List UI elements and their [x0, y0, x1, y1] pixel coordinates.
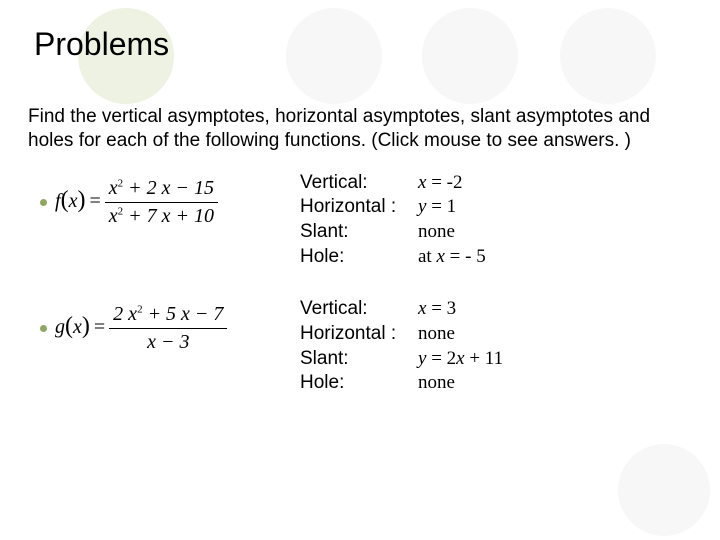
label-hole: Hole: — [300, 371, 418, 396]
label-vertical: Vertical: — [300, 297, 418, 322]
bullet-icon — [40, 199, 47, 206]
formula: f(x)=x2 + 2 x − 15x2 + 7 x + 10 — [40, 171, 300, 228]
decor-circle — [618, 444, 710, 536]
label-slant: Slant: — [300, 347, 418, 372]
value-horizontal: none — [418, 322, 507, 347]
answers-block[interactable]: Vertical: x = 3 Horizontal : none Slant:… — [300, 297, 507, 396]
value-hole: none — [418, 371, 507, 396]
value-slant: none — [418, 220, 490, 245]
formula: g(x)=2 x2 + 5 x − 7x − 3 — [40, 297, 300, 354]
problems-area: f(x)=x2 + 2 x − 15x2 + 7 x + 10 Vertical… — [0, 153, 720, 397]
label-horizontal: Horizontal : — [300, 322, 418, 347]
label-horizontal: Horizontal : — [300, 195, 418, 220]
label-slant: Slant: — [300, 220, 418, 245]
page-title: Problems — [0, 0, 720, 63]
bullet-icon — [40, 325, 47, 332]
value-vertical: x = 3 — [418, 297, 507, 322]
label-hole: Hole: — [300, 245, 418, 270]
answers-block[interactable]: Vertical: x = -2 Horizontal : y = 1 Slan… — [300, 171, 490, 270]
problem-row: f(x)=x2 + 2 x − 15x2 + 7 x + 10 Vertical… — [40, 171, 692, 270]
instruction-text: Find the vertical asymptotes, horizontal… — [0, 63, 720, 153]
value-vertical: x = -2 — [418, 171, 490, 196]
value-horizontal: y = 1 — [418, 195, 490, 220]
problem-row: g(x)=2 x2 + 5 x − 7x − 3 Vertical: x = 3… — [40, 297, 692, 396]
value-hole: at x = - 5 — [418, 245, 490, 270]
value-slant: y = 2x + 11 — [418, 347, 507, 372]
label-vertical: Vertical: — [300, 171, 418, 196]
